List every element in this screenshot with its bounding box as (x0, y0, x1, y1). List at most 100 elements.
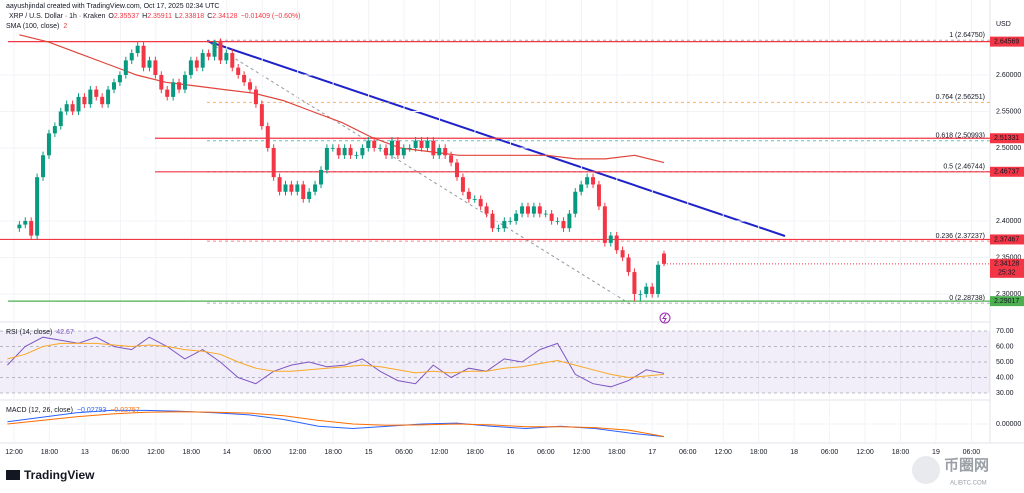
y-tick-label: 2.50000 (996, 145, 1021, 152)
candle-body (307, 191, 312, 200)
price-tag (990, 133, 1024, 144)
x-tick-label: 06:00 (537, 449, 555, 456)
candle-body (182, 74, 187, 90)
candle-body (573, 191, 578, 214)
price-tag-label: 2.37467 (994, 236, 1019, 243)
x-tick-label: 18:00 (183, 449, 201, 456)
x-tick-label: 18:00 (892, 449, 910, 456)
y-tick-label: 70.00 (996, 328, 1014, 335)
candle-body (82, 96, 87, 105)
price-tag (990, 166, 1024, 177)
candle-body (123, 60, 128, 75)
price-tag (990, 36, 1024, 47)
candle-body (650, 286, 655, 294)
price-tag-label: 2.29017 (994, 298, 1019, 305)
fib-label: 0 (2.28738) (949, 295, 985, 302)
candle-body (372, 140, 377, 148)
candle-body (537, 206, 542, 214)
indicator-readout: 42.67 (56, 329, 74, 336)
candle-body (177, 82, 182, 90)
candle-body (117, 74, 122, 83)
candle-body (301, 184, 306, 200)
x-tick-label: 13 (81, 449, 89, 456)
sma-header: SMA (100, close) 2 (6, 23, 67, 30)
candle-body (531, 206, 536, 214)
x-tick-label: 06:00 (679, 449, 697, 456)
candle-body (579, 184, 584, 192)
ohlc-value: 2.33818 (179, 13, 204, 20)
candle-body (165, 89, 170, 97)
candle-body (141, 45, 146, 68)
candle-body (236, 67, 241, 75)
sma-label: SMA (100, close) (6, 23, 59, 30)
x-tick-label: 18:00 (324, 449, 342, 456)
x-tick-label: 18:00 (466, 449, 484, 456)
candle-body (478, 199, 483, 207)
candle-body (248, 82, 253, 90)
candle-body (188, 60, 193, 75)
candle-body (206, 53, 211, 57)
logo-mark (6, 470, 20, 480)
candle-body (106, 89, 111, 105)
candle-body (111, 82, 116, 90)
candle-body (159, 74, 164, 90)
candle-body (407, 147, 412, 149)
candle-body (431, 140, 436, 156)
candle-body (283, 184, 288, 192)
indicator-line (7, 411, 665, 437)
candle-body (46, 133, 51, 156)
x-tick-label: 12:00 (856, 449, 874, 456)
candle-body (384, 147, 389, 156)
candle-body (378, 147, 383, 149)
candle-body (662, 253, 666, 264)
price-tag-label: 2.64569 (994, 38, 1019, 45)
candle-body (626, 257, 631, 273)
candle-body (437, 147, 442, 156)
currency: USD (996, 21, 1011, 28)
candle-body (632, 272, 637, 294)
event-icon-bolt (662, 313, 667, 323)
ohlc-label: L (175, 13, 179, 20)
candle-body (135, 45, 140, 54)
candle-body (259, 104, 264, 127)
y-tick-label: 2.55000 (996, 108, 1021, 115)
logo[interactable]: TradingView (6, 468, 95, 482)
candle-body (608, 235, 613, 243)
x-tick-label: 16 (507, 449, 515, 456)
symbol-header: XRP / U.S. Dollar · 1h · Kraken O2.35537 H… (9, 13, 301, 20)
candle-body (460, 177, 465, 192)
candle-body (94, 89, 99, 97)
x-tick-label: 06:00 (963, 449, 981, 456)
y-tick-label: 2.60000 (996, 72, 1021, 79)
last-price-tag (990, 258, 1024, 278)
candle-body (585, 177, 590, 185)
candle-body (324, 147, 329, 170)
candle-body (596, 184, 601, 207)
candle-body (41, 155, 46, 178)
candle-body (194, 60, 199, 68)
candle-body (336, 147, 341, 156)
x-tick-label: 12:00 (573, 449, 591, 456)
ohlc-value: 2.35537 (114, 13, 139, 20)
candle-body (395, 140, 400, 156)
sma-extra: 2 (63, 23, 67, 30)
candle-body (638, 293, 643, 295)
ohlc-label: O (108, 13, 114, 20)
candle-body (313, 184, 318, 192)
candle-body (449, 155, 454, 163)
event-icon[interactable] (659, 312, 671, 324)
candle-body (295, 184, 300, 192)
candle-body (171, 82, 176, 97)
candle-body (88, 89, 93, 105)
candle-body (413, 140, 418, 148)
indicator-line (7, 336, 665, 388)
indicator-header: MACD (12, 26, close) −0.02793 −0.02757 (6, 407, 140, 414)
candle-body (318, 169, 323, 185)
candle-body (620, 250, 625, 258)
candle-body (17, 224, 22, 229)
candle-body (212, 42, 217, 57)
symbol: XRP / U.S. Dollar · 1h · Kraken (9, 13, 105, 20)
x-tick-label: 06:00 (112, 449, 130, 456)
